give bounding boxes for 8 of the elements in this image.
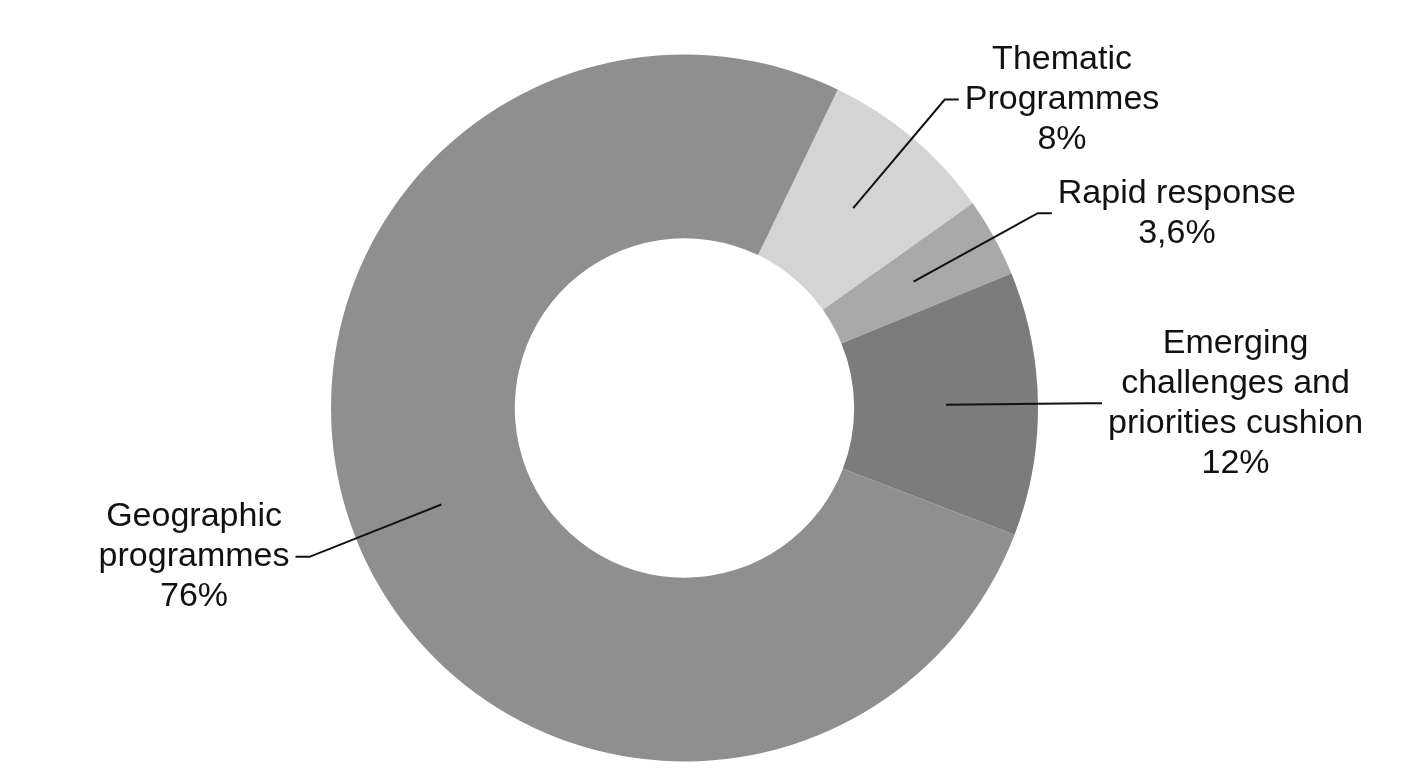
data-label: 76% [160,575,229,614]
data-label: 8% [1037,117,1087,156]
slice-label: Thematic Programmes [964,37,1160,116]
data-label: 12% [1201,441,1270,480]
slice-label: Emerging challenges and priorities cushion [1107,321,1364,440]
data-label: 3,6% [1138,211,1216,250]
slice-label: Rapid response [1057,171,1296,210]
slice-label: Geographic programmes [98,495,290,574]
